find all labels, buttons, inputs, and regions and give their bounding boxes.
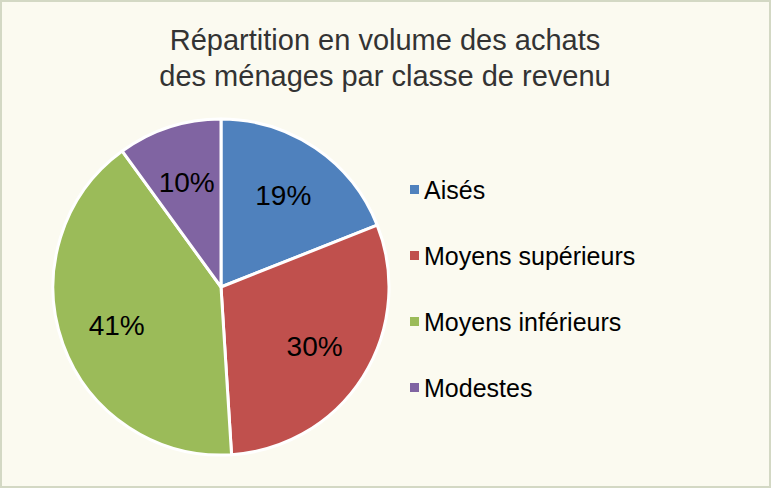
title: Répartition en volume des achats (170, 24, 600, 56)
legend-swatch (410, 251, 419, 260)
pie-slice (221, 225, 389, 455)
legend-swatch (410, 317, 419, 326)
slices (53, 119, 389, 455)
legend-label: Modestes (424, 374, 532, 402)
frame (1, 1, 770, 487)
chart: Répartition en volume des achats des ména… (0, 0, 771, 488)
data-label: 10% (159, 167, 215, 198)
legend-label: Moyens supérieurs (424, 242, 635, 270)
pie-slice (53, 151, 232, 455)
pie-slice (122, 119, 221, 287)
data-label: 41% (89, 310, 145, 341)
legend-swatch (410, 185, 419, 194)
legend-label: Moyens inférieurs (424, 308, 621, 336)
legend-label: Aisés (424, 176, 485, 204)
data-label: 19% (255, 180, 311, 211)
legend-swatch (410, 383, 419, 392)
title: des ménages par classe de revenu (159, 60, 610, 92)
data-label: 30% (287, 331, 343, 362)
